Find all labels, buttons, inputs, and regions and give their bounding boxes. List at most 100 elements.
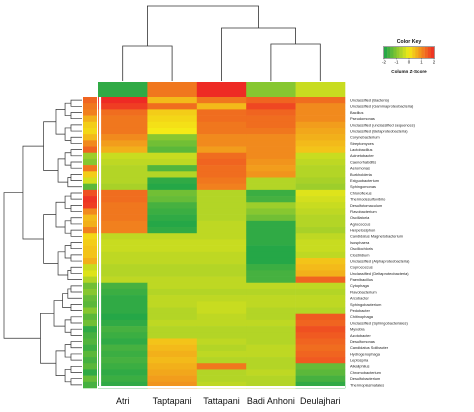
heatmap-cell [295,196,346,203]
heatmap-cell [196,140,247,147]
heatmap-cell [98,127,148,135]
heatmap-cell [295,152,346,160]
row-label: Unclassified (unclassified sequences) [350,122,416,127]
row-dendrogram-link [70,304,82,311]
heatmap-cell [295,307,346,314]
row-dendrogram-link [64,344,71,358]
heatmap-cell [147,332,198,339]
heatmap-cell [147,97,198,104]
row-side-color [83,350,97,358]
heatmap-cell [196,227,247,234]
heatmap-cell [98,189,148,197]
heatmap-cell [196,257,247,265]
heatmap-cell [295,295,346,302]
row-dendrogram-link [70,161,82,169]
heatmap-cell [196,196,247,203]
heatmap-cell [295,171,346,178]
color-key-bar [383,46,435,59]
heatmap-cell [196,338,247,345]
heatmap-cell [246,196,296,203]
column-side-color [196,82,247,97]
heatmap-cell [246,158,296,166]
column-label: Taptapani [153,396,192,406]
row-side-color [83,103,97,110]
color-key-swatch [418,47,422,58]
row-dendrogram-link [70,316,82,324]
heatmap-cell [295,369,346,376]
heatmap-cell [98,97,148,104]
color-key-swatch [384,47,388,58]
heatmap-cell [147,220,198,228]
row-dendrogram-link [70,229,82,237]
row-label: Unclassified (Deltaproteobacteria) [350,271,409,276]
row-dendrogram-link [55,109,66,135]
row-dendrogram-link [70,328,82,336]
row-side-color [83,313,97,321]
row-side-color [83,97,97,104]
column-side-colors [98,82,346,97]
row-label: Chromobacterium [350,370,381,375]
column-side-color [98,82,148,97]
heatmap-cell [246,307,296,314]
row-label: Azotobacter [350,333,371,338]
color-key-swatch [412,47,416,58]
heatmap-cell [246,165,296,172]
heatmap-cell [196,233,247,240]
heatmap-cell [196,270,247,277]
heatmap-cell [196,183,247,191]
row-dendrogram-link [70,242,82,250]
heatmap-cell [295,220,346,228]
row-label: Sphingobacterium [350,302,381,307]
row-label: Candidatus Magnetobacterium [350,234,403,239]
heatmap-cell [98,338,148,345]
row-label: Bacillus [350,110,363,115]
row-dendrogram-link [70,99,82,107]
heatmap-cell [98,121,148,129]
row-side-color [83,369,97,376]
column-dendrogram-link [147,5,259,46]
heatmap-cell [246,214,296,222]
row-label: Burkholderia [350,172,373,177]
heatmap-cell [295,326,346,333]
heatmap-cell [295,301,346,308]
heatmap-cell [295,239,346,246]
heatmap-cell [295,288,346,296]
heatmap-cell [246,121,296,129]
row-label: Desulfobacterium [350,376,380,381]
row-dendrogram-link [64,319,71,333]
heatmap-cell [147,146,198,154]
heatmap-cell [246,313,296,321]
row-dendrogram-link [70,205,82,212]
heatmap-cell [196,313,247,321]
heatmap-cell [295,276,346,284]
heatmap-cell [196,121,247,129]
heatmap-cell [246,282,296,290]
heatmap-cell [98,307,148,314]
heatmap-cell [246,301,296,308]
heatmap-cell [147,115,198,123]
heatmap-cell [98,350,148,358]
heatmap-cell [196,288,247,296]
heatmap-cell [246,326,296,333]
heatmap-cell [147,276,198,284]
row-label: Desulfomonas [350,339,375,344]
row-side-color [83,282,97,290]
heatmap-cell [196,375,247,383]
heatmap-cell [196,332,247,339]
heatmap-cell [246,220,296,228]
row-dendrogram-link [70,353,82,361]
row-label: Corynebacterium [350,135,380,140]
heatmap-cell [246,257,296,265]
row-dendrogram-link [70,266,82,274]
color-key-swatch [393,47,397,58]
heatmap-cell [246,363,296,370]
heatmap-cell [147,251,198,259]
heatmap-cell [147,158,198,166]
heatmap-cell [295,332,346,339]
row-side-color [83,196,97,203]
heatmap-cell [196,177,247,184]
heatmap-cell [295,282,346,290]
heatmap-cell [98,245,148,253]
heatmap-cell [246,177,296,184]
heatmap-cell [98,165,148,172]
